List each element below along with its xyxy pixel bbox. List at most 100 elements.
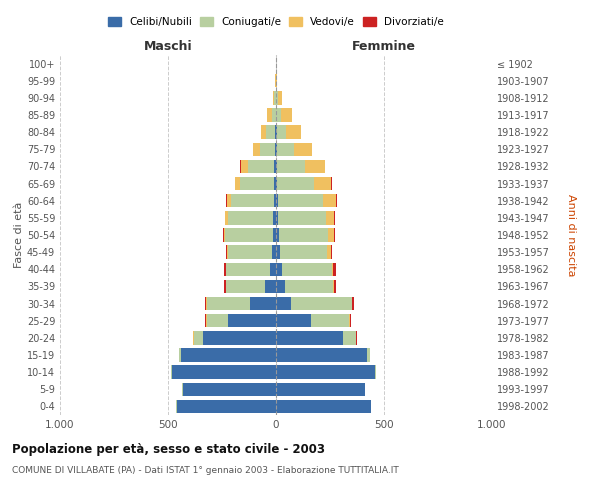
Bar — [305, 160, 325, 173]
Bar — [274, 211, 276, 224]
Bar — [277, 126, 286, 139]
Bar — [282, 262, 332, 276]
Bar — [273, 91, 274, 104]
Bar — [183, 382, 276, 396]
Bar — [350, 314, 351, 328]
Bar — [276, 194, 278, 207]
Bar — [277, 177, 314, 190]
Bar — [261, 126, 266, 139]
Bar — [241, 160, 248, 173]
Bar — [227, 194, 230, 207]
Bar — [272, 246, 276, 259]
Bar — [226, 211, 228, 224]
Bar — [323, 194, 336, 207]
Bar — [194, 331, 203, 344]
Bar — [286, 126, 301, 139]
Bar — [224, 228, 226, 241]
Bar — [331, 246, 332, 259]
Bar — [276, 211, 278, 224]
Bar — [228, 211, 274, 224]
Bar — [276, 314, 311, 328]
Bar — [276, 280, 285, 293]
Bar — [276, 382, 365, 396]
Bar — [229, 314, 276, 328]
Text: COMUNE DI VILLABATE (PA) - Dati ISTAT 1° gennaio 2003 - Elaborazione TUTTITALIA.: COMUNE DI VILLABATE (PA) - Dati ISTAT 1°… — [12, 466, 399, 475]
Bar — [224, 280, 226, 293]
Bar — [334, 211, 335, 224]
Bar — [276, 366, 376, 379]
Bar — [224, 262, 226, 276]
Bar — [274, 160, 276, 173]
Bar — [176, 400, 276, 413]
Bar — [276, 331, 343, 344]
Bar — [240, 177, 274, 190]
Bar — [326, 211, 334, 224]
Bar — [179, 348, 181, 362]
Bar — [248, 160, 274, 173]
Bar — [343, 331, 356, 344]
Text: Femmine: Femmine — [352, 40, 416, 54]
Bar — [273, 228, 276, 241]
Bar — [203, 331, 276, 344]
Bar — [181, 348, 276, 362]
Bar — [274, 194, 276, 207]
Legend: Celibi/Nubili, Coniugati/e, Vedovi/e, Divorziati/e: Celibi/Nubili, Coniugati/e, Vedovi/e, Di… — [108, 17, 444, 27]
Bar — [276, 262, 282, 276]
Bar — [311, 314, 349, 328]
Y-axis label: Fasce di età: Fasce di età — [14, 202, 24, 268]
Bar — [171, 366, 172, 379]
Bar — [226, 228, 273, 241]
Bar — [205, 314, 206, 328]
Bar — [276, 297, 291, 310]
Bar — [278, 211, 326, 224]
Bar — [230, 194, 274, 207]
Bar — [229, 246, 272, 259]
Bar — [276, 126, 277, 139]
Bar — [336, 194, 337, 207]
Bar — [281, 108, 292, 122]
Bar — [285, 280, 332, 293]
Bar — [275, 126, 276, 139]
Bar — [207, 297, 250, 310]
Bar — [276, 160, 277, 173]
Bar — [267, 108, 272, 122]
Bar — [226, 280, 265, 293]
Bar — [314, 177, 331, 190]
Y-axis label: Anni di nascita: Anni di nascita — [566, 194, 577, 276]
Bar — [276, 177, 277, 190]
Bar — [277, 91, 278, 104]
Text: Popolazione per età, sesso e stato civile - 2003: Popolazione per età, sesso e stato civil… — [12, 442, 325, 456]
Bar — [226, 246, 227, 259]
Bar — [207, 314, 229, 328]
Bar — [253, 142, 260, 156]
Bar — [205, 297, 206, 310]
Bar — [274, 91, 275, 104]
Bar — [274, 177, 276, 190]
Bar — [278, 194, 323, 207]
Bar — [172, 366, 276, 379]
Bar — [276, 228, 278, 241]
Bar — [332, 280, 334, 293]
Bar — [276, 348, 367, 362]
Bar — [334, 228, 335, 241]
Bar — [227, 246, 229, 259]
Bar — [272, 108, 275, 122]
Bar — [235, 177, 240, 190]
Bar — [250, 297, 276, 310]
Bar — [328, 228, 334, 241]
Bar — [295, 142, 311, 156]
Bar — [277, 160, 305, 173]
Bar — [266, 126, 275, 139]
Bar — [278, 228, 328, 241]
Bar — [276, 142, 277, 156]
Bar — [280, 246, 328, 259]
Bar — [182, 382, 183, 396]
Bar — [265, 280, 276, 293]
Bar — [276, 246, 280, 259]
Bar — [260, 142, 275, 156]
Bar — [334, 280, 336, 293]
Bar — [367, 348, 370, 362]
Bar — [277, 142, 295, 156]
Text: Maschi: Maschi — [143, 40, 193, 54]
Bar — [278, 91, 282, 104]
